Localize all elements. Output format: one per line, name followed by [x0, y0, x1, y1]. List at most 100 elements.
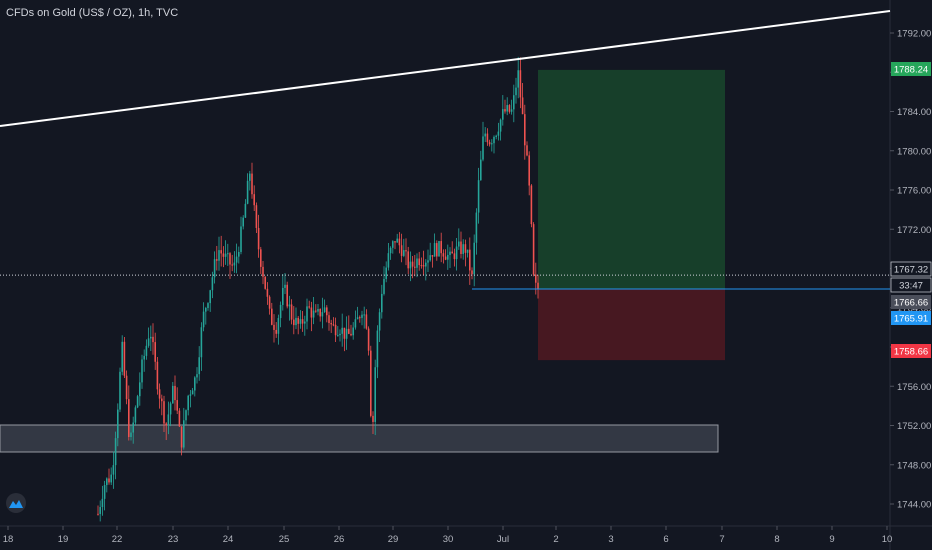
candle-up — [466, 249, 469, 253]
candle-up — [339, 333, 341, 336]
candle-up — [447, 254, 449, 260]
time-tick-label: 18 — [3, 534, 14, 545]
candle-down — [359, 317, 361, 319]
candle-down — [460, 241, 462, 254]
candle-up — [284, 284, 286, 288]
candle-up — [389, 247, 392, 254]
candle-up — [506, 105, 508, 112]
candle-up — [117, 409, 119, 439]
candle-down — [524, 114, 526, 146]
candle-down — [350, 333, 352, 336]
profit-zone — [538, 69, 725, 290]
candle-up — [491, 143, 493, 145]
candle-down — [405, 250, 407, 252]
time-tick-label: Jul — [497, 534, 509, 545]
price-tag-label: 33:47 — [899, 281, 923, 292]
candle-down — [154, 342, 156, 362]
candle-up — [515, 87, 517, 96]
price-tag-label: 1788.24 — [894, 65, 928, 76]
price-tick-label: 1756.00 — [897, 382, 931, 393]
candle-down — [372, 415, 374, 422]
tradingview-icon[interactable] — [6, 493, 26, 513]
tradingview-logo-glyph — [9, 500, 23, 508]
candle-down — [257, 227, 260, 250]
candle-down — [125, 375, 128, 400]
candle-down — [315, 310, 317, 312]
price-tag-bg — [891, 344, 931, 358]
candle-up — [295, 317, 297, 326]
candle-up — [433, 243, 436, 257]
candle-up — [235, 256, 238, 263]
candle-up — [249, 173, 251, 181]
candle-up — [189, 394, 192, 396]
candle-up — [345, 328, 348, 339]
candle-up — [224, 253, 227, 257]
candle-down — [216, 259, 218, 261]
candle-down — [442, 253, 445, 257]
candle-up — [341, 327, 343, 334]
candle-up — [103, 485, 106, 499]
candlestick-series — [97, 56, 539, 522]
candle-down — [253, 194, 255, 206]
candle-up — [240, 226, 242, 252]
candle-down — [231, 264, 233, 266]
candle-up — [169, 403, 172, 415]
candle-down — [521, 97, 524, 115]
candle-down — [180, 426, 183, 448]
candle-down — [526, 145, 528, 156]
candle-down — [535, 274, 537, 283]
candle-up — [363, 314, 365, 316]
price-tag-bg — [890, 261, 932, 277]
candle-down — [290, 304, 293, 320]
candle-down — [229, 253, 231, 265]
time-tick-label: 10 — [882, 534, 893, 545]
candle-down — [97, 513, 99, 515]
candle-up — [304, 321, 306, 324]
candle-up — [385, 267, 387, 279]
candle-up — [200, 327, 203, 358]
candle-down — [411, 261, 414, 267]
candle-down — [519, 70, 522, 98]
price-tag: 1766.66 — [891, 295, 931, 309]
candle-down — [108, 478, 110, 483]
candle-up — [361, 314, 363, 318]
price-tick-label: 1776.00 — [897, 186, 931, 197]
candle-down — [293, 319, 295, 326]
candle-up — [475, 212, 478, 243]
candle-down — [275, 329, 277, 334]
candle-up — [147, 338, 150, 346]
candle-up — [449, 251, 451, 255]
candle-up — [167, 414, 170, 426]
candle-down — [310, 307, 313, 318]
candle-down — [471, 270, 473, 275]
candle-down — [440, 241, 442, 254]
candle-up — [112, 465, 115, 475]
time-tick-label: 30 — [443, 534, 454, 545]
candle-up — [381, 293, 383, 313]
price-tag-bg — [890, 277, 932, 293]
candle-down — [398, 238, 401, 246]
candle-up — [480, 159, 482, 181]
price-tick-label: 1744.00 — [897, 500, 931, 511]
candle-up — [484, 133, 486, 137]
candle-down — [370, 350, 372, 416]
candle-up — [172, 385, 174, 404]
candle-up — [139, 382, 141, 397]
candle-up — [473, 242, 475, 275]
candle-up — [306, 306, 308, 322]
candle-down — [365, 314, 368, 329]
time-tick-label: 6 — [663, 534, 668, 545]
candle-down — [400, 245, 403, 256]
candle-up — [132, 422, 134, 433]
candle-up — [194, 377, 196, 391]
price-tag-bg — [891, 311, 931, 325]
candle-up — [321, 312, 324, 317]
chart-zones — [0, 69, 725, 453]
candle-up — [517, 70, 519, 88]
candle-up — [458, 241, 460, 247]
price-tag: 1767.32 — [890, 261, 932, 277]
candle-down — [348, 328, 350, 334]
price-tick-label: 1784.00 — [897, 107, 931, 118]
candle-up — [383, 278, 385, 294]
